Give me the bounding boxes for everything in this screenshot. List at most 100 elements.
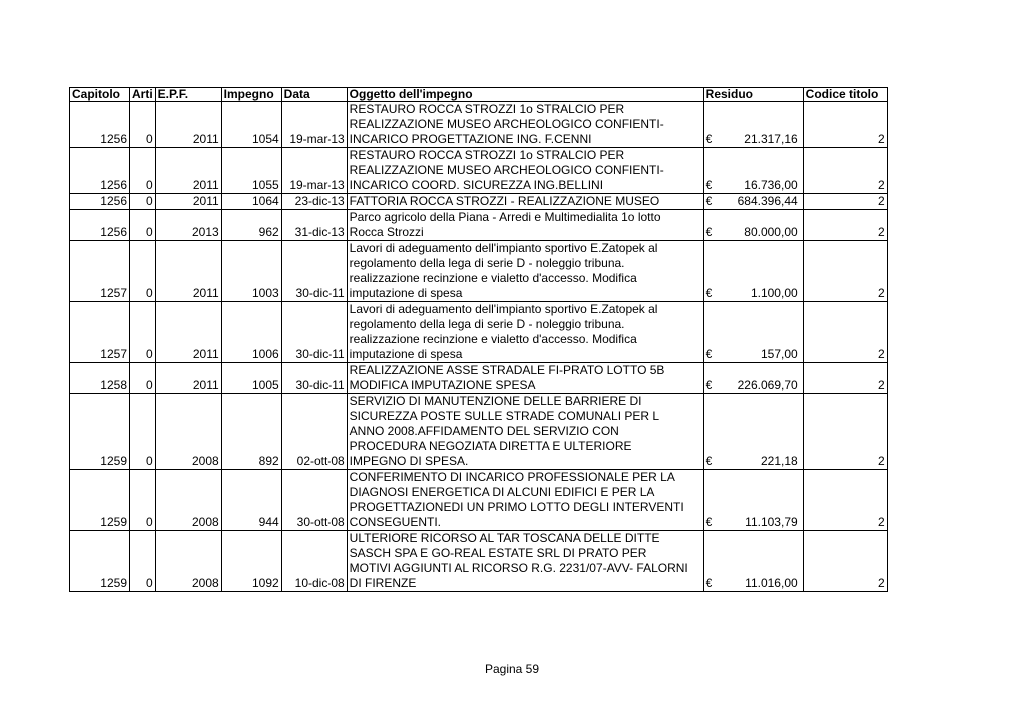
cell-arti: 0 [129, 530, 156, 592]
column-header: E.P.F. [154, 87, 222, 102]
cell-capitolo: 1256 [69, 209, 130, 241]
cell-epf: 2011 [154, 362, 222, 394]
cell-oggetto: Lavori di adeguamento dell'impianto spor… [346, 240, 704, 302]
oggetto-line: SERVIZIO DI MANUTENZIONE DELLE BARRIERE … [349, 394, 642, 409]
table-row: 1259 0 2008 892 02-ott-08 SERVIZIO DI MANUTEN… [69, 393, 888, 470]
column-header: Impegno [220, 87, 282, 102]
cell-capitolo: 1259 [69, 469, 130, 531]
oggetto-line: CONFERIMENTO DI INCARICO PROFESSIONALE P… [349, 470, 675, 485]
cell-oggetto: FATTORIA ROCCA STROZZI - REALIZZAZIONE M… [346, 193, 704, 210]
table-row: 1256 0 2011 1055 19-mar-13 RESTAURO ROCCA STR… [69, 147, 888, 194]
cell-capitolo: 1257 [69, 301, 130, 363]
cell-impegno: 1064 [220, 193, 282, 210]
oggetto-line: CONSEGUENTI. [349, 515, 442, 529]
oggetto-line: REALIZZAZIONE MUSEO ARCHEOLOGICO CONFIEN… [349, 117, 664, 131]
cell-codice-titolo: 2 [802, 301, 888, 363]
column-header: Oggetto dell'impegno [346, 87, 704, 102]
page-number: Pagina 59 [484, 662, 540, 676]
cell-arti: 0 [129, 209, 156, 241]
currency-symbol: € [705, 286, 713, 300]
oggetto-line: MODIFICA IMPUTAZIONE SPESA [349, 378, 536, 392]
cell-impegno: 1092 [220, 530, 282, 592]
oggetto-line: PROCEDURA NEGOZIATA DIRETTA E ULTERIORE [349, 439, 632, 453]
residuo-value: 684.396,44 [737, 194, 798, 209]
oggetto-line: DIAGNOSI ENERGETICA DI ALCUNI EDIFICI E … [349, 485, 655, 499]
cell-residuo: €16.736,00 [702, 147, 804, 194]
cell-impegno: 944 [220, 469, 282, 531]
residuo-value: 21.317,16 [744, 132, 798, 146]
currency-symbol: € [705, 225, 713, 239]
table-row: 1257 0 2011 1006 30-dic-11 Lavori di adeguame… [69, 301, 888, 363]
residuo-value: 11.016,00 [745, 576, 798, 590]
column-header: Arti [129, 87, 156, 102]
cell-epf: 2011 [154, 101, 222, 148]
oggetto-line: REALIZZAZIONE ASSE STRADALE FI-PRATO LOT… [349, 363, 665, 378]
oggetto-line: MOTIVI AGGIUNTI AL RICORSO R.G. 2231/07-… [349, 561, 688, 575]
oggetto-line: Parco agricolo della Piana - Arredi e Mu… [349, 210, 661, 225]
cell-epf: 2013 [154, 209, 222, 241]
oggetto-line: regolamento della lega di serie D - nole… [349, 317, 625, 331]
cell-residuo: €80.000,00 [702, 209, 804, 241]
cell-arti: 0 [129, 393, 156, 470]
oggetto-line: IMPEGNO DI SPESA. [349, 454, 469, 468]
cell-codice-titolo: 2 [802, 240, 888, 302]
cell-data: 30-dic-11 [280, 240, 348, 302]
cell-capitolo: 1259 [69, 393, 130, 470]
oggetto-line: Rocca Strozzi [349, 225, 424, 239]
cell-residuo: €21.317,16 [702, 101, 804, 148]
cell-residuo: €11.103,79 [702, 469, 804, 531]
oggetto-line: RESTAURO ROCCA STROZZI 1o STRALCIO PER [349, 102, 625, 117]
cell-residuo: €221,18 [702, 393, 804, 470]
cell-codice-titolo: 2 [802, 362, 888, 394]
cell-codice-titolo: 2 [802, 193, 888, 210]
cell-codice-titolo: 2 [802, 393, 888, 470]
cell-data: 19-mar-13 [280, 147, 348, 194]
cell-codice-titolo: 2 [802, 101, 888, 148]
cell-data: 02-ott-08 [280, 393, 348, 470]
table-row: 1256 0 2011 1054 19-mar-13 RESTAURO ROCCA STR… [69, 101, 888, 148]
currency-symbol: € [705, 454, 713, 468]
impegni-table: Capitolo Arti E.P.F. Impegno Data Oggetto del… [69, 87, 888, 592]
cell-epf: 2008 [154, 469, 222, 531]
oggetto-line: ULTERIORE RICORSO AL TAR TOSCANA DELLE D… [349, 531, 660, 546]
cell-capitolo: 1256 [69, 101, 130, 148]
table-row: 1256 0 2013 962 31-dic-13 Parco agricolo dell… [69, 209, 888, 241]
cell-oggetto: REALIZZAZIONE ASSE STRADALE FI-PRATO LOT… [346, 362, 704, 394]
cell-epf: 2011 [154, 193, 222, 210]
table-row: 1257 0 2011 1003 30-dic-11 Lavori di adeguame… [69, 240, 888, 302]
oggetto-line: realizzazione recinzione e vialetto d'ac… [349, 332, 637, 346]
currency-symbol: € [705, 515, 713, 529]
cell-oggetto: Parco agricolo della Piana - Arredi e Mu… [346, 209, 704, 241]
cell-residuo: €11.016,00 [702, 530, 804, 592]
residuo-value: 1.100,00 [750, 286, 798, 300]
residuo-value: 16.736,00 [744, 178, 798, 192]
cell-impegno: 1054 [220, 101, 282, 148]
cell-oggetto: ULTERIORE RICORSO AL TAR TOSCANA DELLE D… [346, 530, 704, 592]
cell-data: 10-dic-08 [280, 530, 348, 592]
table-row: 1259 0 2008 944 30-ott-08 CONFERIMENTO DI INC… [69, 469, 888, 531]
currency-symbol: € [705, 178, 713, 192]
cell-epf: 2008 [154, 530, 222, 592]
cell-oggetto: RESTAURO ROCCA STROZZI 1o STRALCIO PER RE… [346, 147, 704, 194]
cell-epf: 2008 [154, 393, 222, 470]
cell-capitolo: 1258 [69, 362, 130, 394]
cell-epf: 2011 [154, 147, 222, 194]
cell-impegno: 962 [220, 209, 282, 241]
cell-capitolo: 1256 [69, 193, 130, 210]
cell-residuo: €1.100,00 [702, 240, 804, 302]
currency-symbol: € [705, 347, 713, 361]
cell-impegno: 892 [220, 393, 282, 470]
cell-epf: 2011 [154, 301, 222, 363]
column-header: Codice titolo [802, 87, 888, 102]
oggetto-line: INCARICO COORD. SICUREZZA ING.BELLINI [349, 178, 604, 192]
cell-data: 30-ott-08 [280, 469, 348, 531]
cell-oggetto: SERVIZIO DI MANUTENZIONE DELLE BARRIERE … [346, 393, 704, 470]
cell-capitolo: 1259 [69, 530, 130, 592]
oggetto-line: SICUREZZA POSTE SULLE STRADE COMUNALI PE… [349, 409, 660, 423]
cell-capitolo: 1257 [69, 240, 130, 302]
cell-oggetto: Lavori di adeguamento dell'impianto spor… [346, 301, 704, 363]
column-header: Capitolo [69, 87, 130, 102]
cell-arti: 0 [129, 301, 156, 363]
cell-codice-titolo: 2 [802, 530, 888, 592]
oggetto-line: INCARICO PROGETTAZIONE ING. F.CENNI [349, 132, 592, 146]
